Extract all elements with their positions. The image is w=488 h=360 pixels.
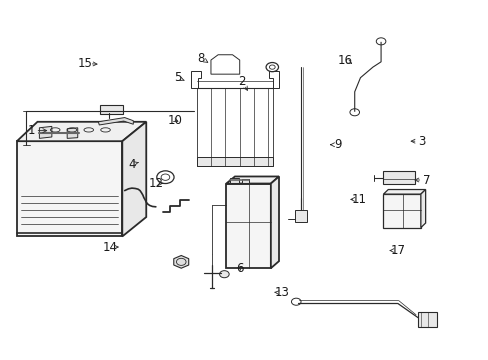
Text: 1: 1: [27, 124, 35, 137]
Polygon shape: [270, 176, 279, 268]
Text: 11: 11: [351, 193, 366, 206]
Text: 4: 4: [128, 158, 135, 171]
Polygon shape: [420, 189, 425, 228]
Polygon shape: [226, 184, 270, 268]
Polygon shape: [383, 194, 420, 228]
Text: 10: 10: [167, 113, 182, 126]
Text: 12: 12: [148, 177, 163, 190]
Bar: [100, 105, 122, 114]
Polygon shape: [40, 126, 52, 138]
Text: 14: 14: [102, 240, 118, 253]
Bar: [196, 157, 273, 166]
Polygon shape: [226, 176, 279, 184]
Polygon shape: [122, 122, 146, 237]
Polygon shape: [98, 118, 133, 125]
Polygon shape: [17, 141, 122, 237]
Polygon shape: [383, 189, 425, 194]
Text: 16: 16: [337, 54, 352, 67]
Polygon shape: [67, 128, 78, 138]
Text: 7: 7: [422, 174, 429, 186]
Circle shape: [219, 271, 229, 278]
Text: 2: 2: [238, 75, 245, 88]
Text: 8: 8: [197, 52, 204, 65]
Text: 15: 15: [78, 57, 93, 70]
Bar: [230, 177, 238, 183]
Text: 9: 9: [333, 138, 341, 151]
Text: 17: 17: [389, 244, 405, 257]
Text: 3: 3: [417, 135, 425, 148]
Bar: [242, 179, 248, 183]
Bar: [196, 88, 273, 166]
Bar: [417, 312, 436, 328]
Bar: [383, 171, 414, 184]
Text: 13: 13: [274, 287, 289, 300]
Polygon shape: [17, 122, 146, 141]
Text: 6: 6: [236, 262, 243, 275]
Bar: [294, 210, 306, 222]
Polygon shape: [173, 256, 188, 268]
Text: 5: 5: [173, 71, 181, 84]
